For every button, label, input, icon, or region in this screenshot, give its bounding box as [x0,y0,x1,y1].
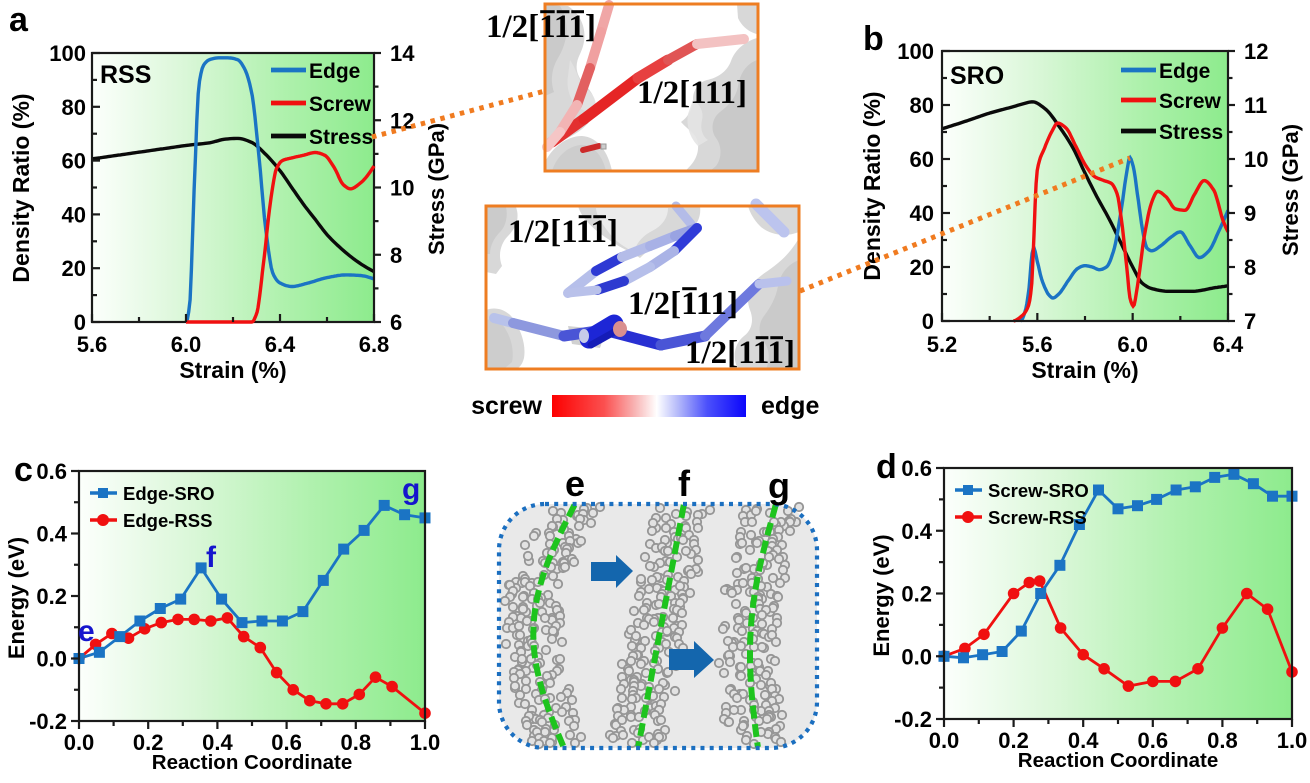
svg-text:b: b [863,20,884,58]
svg-text:Density Ratio (%): Density Ratio (%) [8,93,34,282]
svg-text:0.4: 0.4 [901,519,932,544]
svg-text:g: g [402,473,420,506]
svg-text:Screw-RSS: Screw-RSS [988,507,1087,528]
svg-text:10: 10 [1244,147,1268,172]
svg-text:Stress (GPa): Stress (GPa) [424,123,449,255]
svg-text:f: f [678,463,691,504]
svg-text:edge: edge [761,392,819,420]
svg-text:0.8: 0.8 [341,730,372,755]
svg-text:e: e [78,615,95,648]
svg-text:20: 20 [62,256,86,281]
svg-text:1/2[111]: 1/2[111] [628,286,738,322]
svg-text:0.6: 0.6 [901,456,932,481]
svg-text:0.0: 0.0 [64,730,95,755]
svg-text:0: 0 [922,309,934,334]
svg-text:0.6: 0.6 [271,730,302,755]
svg-text:1.0: 1.0 [410,730,441,755]
svg-text:Edge: Edge [309,60,360,83]
svg-text:1/2[111]: 1/2[111] [637,75,747,111]
svg-text:6.0: 6.0 [171,332,202,357]
svg-text:RSS: RSS [100,61,151,89]
svg-text:5.6: 5.6 [77,332,108,357]
svg-text:Stress (GPa): Stress (GPa) [1278,124,1303,256]
svg-text:0.4: 0.4 [36,522,67,547]
svg-text:Reaction Coordinate: Reaction Coordinate [152,751,352,774]
svg-text:0.2: 0.2 [36,584,67,609]
svg-text:Reaction Coordinate: Reaction Coordinate [1018,749,1218,772]
svg-text:6: 6 [390,310,402,335]
svg-text:Edge-RSS: Edge-RSS [123,510,212,531]
svg-text:100: 100 [49,41,86,66]
svg-text:40: 40 [910,201,934,226]
svg-text:0.8: 0.8 [1207,728,1238,753]
svg-text:1.0: 1.0 [1277,728,1308,753]
svg-text:80: 80 [910,93,934,118]
svg-text:60: 60 [62,149,86,174]
svg-text:Edge: Edge [1159,60,1210,83]
svg-text:Strain (%): Strain (%) [1031,357,1138,383]
svg-text:0.6: 0.6 [1138,728,1169,753]
svg-text:0: 0 [74,310,86,335]
svg-text:0.4: 0.4 [1068,728,1099,753]
svg-text:0.2: 0.2 [901,582,932,607]
svg-text:0.4: 0.4 [202,730,233,755]
svg-text:6.0: 6.0 [1117,332,1148,357]
svg-text:20: 20 [910,255,934,280]
svg-text:Strain (%): Strain (%) [179,357,286,383]
svg-text:SRO: SRO [950,62,1004,90]
svg-text:7: 7 [1244,309,1256,334]
svg-text:0.0: 0.0 [901,644,932,669]
svg-text:e: e [565,463,585,504]
svg-text:Energy (eV): Energy (eV) [4,537,29,659]
svg-text:Stress: Stress [1159,121,1223,144]
svg-text:d: d [876,448,897,486]
svg-text:Screw: Screw [309,93,372,116]
svg-text:0.2: 0.2 [998,728,1029,753]
svg-text:6.4: 6.4 [265,332,296,357]
svg-text:5.2: 5.2 [927,332,958,357]
svg-text:5.6: 5.6 [1022,332,1053,357]
svg-text:Screw-SRO: Screw-SRO [988,480,1089,501]
svg-text:11: 11 [1244,93,1267,118]
svg-text:1/2[111]: 1/2[111] [685,335,795,371]
svg-text:Density Ratio (%): Density Ratio (%) [859,91,885,280]
svg-text:-0.2: -0.2 [29,709,67,734]
svg-text:1/2[111]: 1/2[111] [486,9,596,45]
svg-text:0.2: 0.2 [133,730,164,755]
svg-text:100: 100 [897,39,934,64]
svg-text:g: g [768,465,790,506]
svg-text:0.0: 0.0 [929,728,960,753]
svg-text:6.8: 6.8 [359,332,390,357]
svg-text:9: 9 [1244,201,1256,226]
svg-text:Screw: Screw [1159,90,1222,113]
svg-text:0.0: 0.0 [36,647,67,672]
svg-text:40: 40 [62,202,86,227]
svg-text:8: 8 [1244,255,1256,280]
svg-text:Energy (eV): Energy (eV) [869,534,894,656]
svg-text:12: 12 [1244,39,1268,64]
svg-text:60: 60 [910,147,934,172]
svg-text:0.6: 0.6 [36,459,67,484]
svg-text:c: c [14,451,33,489]
svg-text:6.4: 6.4 [1213,332,1244,357]
svg-text:14: 14 [390,41,415,66]
svg-text:1/2[111]: 1/2[111] [508,214,618,250]
svg-text:80: 80 [62,95,86,120]
svg-text:10: 10 [390,176,414,201]
svg-text:screw: screw [471,392,542,420]
svg-text:8: 8 [390,243,402,268]
svg-text:-0.2: -0.2 [894,707,932,732]
svg-text:Stress: Stress [309,126,373,149]
svg-text:a: a [9,1,29,39]
svg-text:f: f [206,541,217,574]
svg-text:Edge-SRO: Edge-SRO [123,483,214,504]
